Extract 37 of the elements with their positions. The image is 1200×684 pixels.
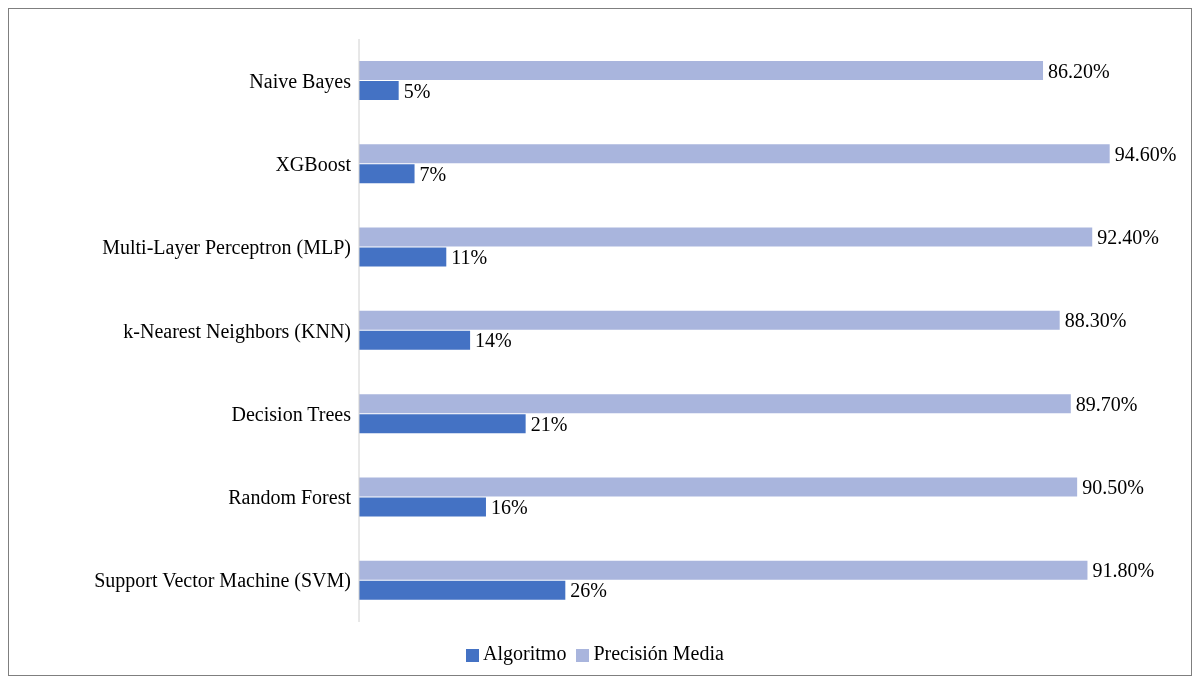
bar [359, 394, 1071, 414]
bar [359, 477, 1078, 497]
data-label: 88.30% [1064, 309, 1127, 332]
data-label: 16% [490, 496, 528, 519]
data-label: 5% [403, 79, 431, 102]
data-label: 7% [419, 162, 447, 185]
data-label: 26% [570, 579, 607, 602]
bar [359, 144, 1110, 164]
bar [359, 164, 415, 184]
data-label: 11% [451, 246, 488, 269]
data-label: 21% [530, 412, 568, 435]
bar [359, 414, 526, 434]
y-tick-label: Multi-Layer Perceptron (MLP) [102, 236, 351, 260]
bar [359, 497, 486, 517]
y-tick-label: Decision Trees [231, 402, 352, 425]
y-tick-label: Random Forest [228, 486, 352, 509]
bar [359, 61, 1044, 80]
y-tick-label: k-Nearest Neighbors (KNN) [123, 319, 351, 343]
data-label: 91.80% [1092, 559, 1155, 582]
y-tick-label: Naive Bayes [249, 69, 352, 93]
data-label: 92.40% [1097, 226, 1159, 249]
legend-label: Precisión Media [593, 642, 724, 664]
bar [359, 310, 1060, 330]
bar [359, 580, 566, 600]
bar [359, 247, 447, 267]
bar [359, 81, 399, 100]
legend-label: Algoritmo [483, 642, 567, 664]
y-tick-label: Support Vector Machine (SVM) [94, 569, 351, 593]
bar [359, 330, 471, 350]
y-tick-label: XGBoost [275, 153, 352, 176]
data-label: 86.20% [1048, 59, 1110, 82]
bar [359, 227, 1093, 247]
data-label: 14% [475, 329, 512, 352]
bar [359, 560, 1088, 580]
data-label: 94.60% [1114, 142, 1177, 165]
data-label: 90.50% [1082, 476, 1144, 499]
data-label: 89.70% [1075, 392, 1138, 415]
